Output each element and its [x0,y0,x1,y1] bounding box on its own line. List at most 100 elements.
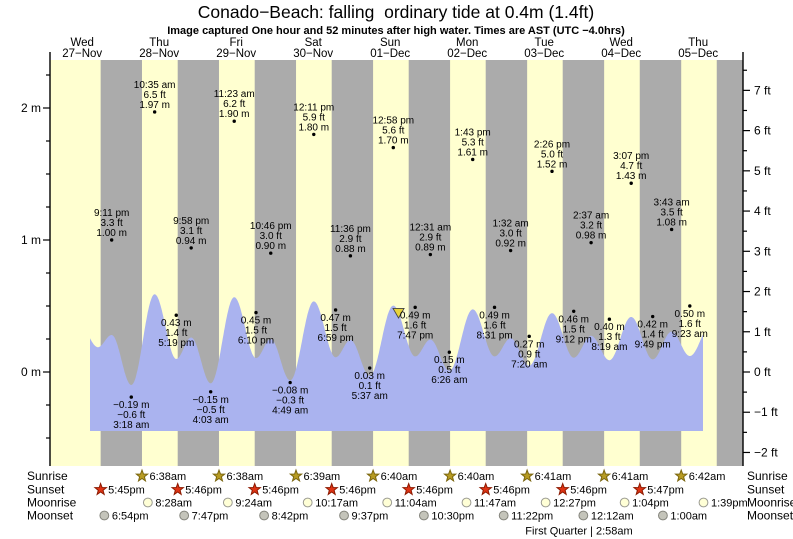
sunset-time: 5:46pm [416,485,453,497]
tide-point-label: 3:43 am [654,197,690,208]
tide-point-label: 1.52 m [537,159,568,170]
day-name-label: Sat [305,37,323,49]
sunrise-time: 6:42am [689,471,726,483]
moonrise-icon [382,497,393,508]
tide-point-label: 0.49 m [400,310,431,321]
row-label-sunrise-right: Sunrise [747,469,788,483]
y-axis-right-label: 2 ft [754,285,771,299]
tide-point-label: 1:43 pm [455,127,491,138]
moonrise-icon [619,497,630,508]
tide-point-label: 1.4 ft [165,328,187,339]
tide-point-label: 5:37 am [352,391,388,402]
sunset-icon [401,482,416,496]
moonset-time: 1:00am [670,511,707,523]
tide-point-dot [269,251,273,255]
day-date-label: 04−Dec [601,48,641,60]
tide-point-label: 10:46 pm [250,221,292,232]
y-axis-left-label: 2 m [21,101,41,115]
tide-point-label: 0.40 m [594,322,625,333]
y-axis-right-label: 4 ft [754,204,771,218]
sunset-icon [555,482,570,496]
y-axis-left-label: 1 m [21,233,41,247]
sunset-icon [170,482,185,496]
sunset-time: 5:46pm [339,485,376,497]
moonrise-time: 10:17am [315,498,358,510]
sunrise-icon [366,468,381,483]
tide-point-label: 0.42 m [637,320,668,331]
tide-point-label: 11:36 pm [330,224,371,235]
tide-point-label: 0.15 m [434,355,465,366]
tide-point-label: 0.46 m [558,314,589,325]
tide-point-dot [688,304,692,308]
tide-point-label: 2.9 ft [339,234,361,245]
day-name-label: Sun [380,37,400,49]
moonrise-time: 12:27pm [553,498,596,510]
tide-point-label: 1.90 m [219,109,250,120]
tide-point-label: 1.61 m [457,147,488,158]
tide-point-label: 0.43 m [161,318,192,329]
tide-point-dot [254,310,258,315]
sunset-time: 5:46pm [262,485,299,497]
sunrise-time: 6:39am [304,471,341,483]
tide-point-label: 3.2 ft [580,221,602,232]
tide-point-label: 6:59 pm [318,333,354,344]
moonset-icon [418,510,429,521]
tide-point-label: 9:11 pm [94,208,129,219]
tide-point-label: 1.08 m [656,217,687,228]
sunrise-icon [211,468,227,483]
moonset-icon [578,510,589,521]
tide-point-label: 4:03 am [193,415,229,426]
tide-point-label: 0.90 m [255,241,286,252]
moon-phase-label: First Quarter | 2:58am [525,526,632,538]
sunrise-time: 6:38am [226,471,263,483]
tide-point-dot [471,157,475,162]
tide-point-label: 6.2 ft [223,99,245,110]
tide-point-label: 0.98 m [576,231,607,242]
tide-point-label: 5.9 ft [303,112,325,123]
y-axis-right-label: 6 ft [754,124,771,138]
tide-point-dot [550,169,554,174]
day-name-label: Wed [70,37,93,49]
sunrise-icon [674,468,689,483]
sunrise-icon [443,468,458,483]
tide-point-label: 7:47 pm [397,330,433,341]
moonset-icon [658,510,668,521]
tide-point-label: 4:49 am [272,406,308,417]
y-axis-right-label: 1 ft [754,325,771,339]
row-label-sunset-left: Sunset [27,483,65,497]
tide-point-label: 1.43 m [616,171,647,182]
tide-point-dot [152,110,157,114]
y-axis-right-label: 3 ft [754,244,771,258]
tide-curve-area [90,294,703,431]
moonset-time: 7:47pm [192,511,229,523]
y-axis-right-label: 0 ft [754,365,771,379]
tide-point-dot [232,119,236,123]
moonset-time: 9:37pm [352,511,389,523]
tide-point-label: 1.6 ft [404,320,426,331]
tide-point-label: 9:58 pm [173,216,209,227]
row-label-sunrise-left: Sunrise [27,469,68,483]
sunrise-icon [597,468,612,483]
tide-point-dot [391,145,396,150]
page-title: Conado−Beach: falling ordinary tide at 0… [198,2,594,22]
tide-point-label: 11:23 am [214,89,255,100]
tide-point-label: 0.03 m [354,371,385,382]
tide-point-label: 5.6 ft [382,126,404,137]
tide-point-label: 3.0 ft [499,229,521,240]
tide-point-label: 0.89 m [415,243,446,254]
tide-point-dot [572,309,576,313]
sunset-icon [93,482,108,496]
tide-point-label: 3.5 ft [661,207,683,218]
tide-point-label: 4.7 ft [620,161,642,172]
tide-point-label: 3.1 ft [180,226,202,237]
tide-point-label: 0.27 m [514,339,545,350]
y-axis-left-label: 0 m [21,365,41,379]
tide-point-dot [527,334,531,339]
tide-point-label: −0.15 m [192,395,228,406]
tide-point-label: 1:32 am [493,219,529,230]
day-date-label: 29−Nov [216,48,256,60]
sunset-icon [632,482,647,496]
moonrise-icon [222,497,233,508]
tide-point-label: 1.70 m [378,136,409,147]
tide-point-label: 12:31 am [410,223,452,234]
